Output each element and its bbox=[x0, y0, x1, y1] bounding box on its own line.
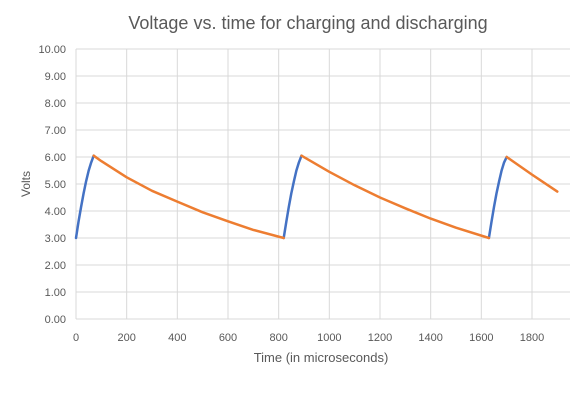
y-tick-label: 0.00 bbox=[45, 314, 66, 326]
series-line-charging bbox=[487, 155, 508, 240]
chart-title: Voltage vs. time for charging and discha… bbox=[128, 13, 487, 33]
y-tick-label: 10.00 bbox=[38, 44, 66, 56]
series-line-charging bbox=[282, 154, 303, 240]
plot-series bbox=[74, 154, 559, 240]
series-line-discharging bbox=[505, 155, 559, 193]
y-tick-label: 3.00 bbox=[45, 233, 66, 245]
x-tick-label: 0 bbox=[73, 332, 79, 344]
series-line-discharging bbox=[92, 154, 285, 240]
x-tick-label: 200 bbox=[117, 332, 135, 344]
y-tick-label: 8.00 bbox=[45, 98, 66, 110]
x-tick-label: 1600 bbox=[469, 332, 493, 344]
y-tick-label: 5.00 bbox=[45, 179, 66, 191]
x-axis-tick-labels: 0 200 400 600 800 1000 1200 1400 1600 1800 bbox=[73, 332, 544, 344]
y-axis-tick-labels: 0.00 1.00 2.00 3.00 4.00 5.00 6.00 7.00 8.00 9.00… bbox=[38, 44, 66, 326]
y-tick-label: 2.00 bbox=[45, 260, 66, 272]
x-tick-label: 1800 bbox=[520, 332, 544, 344]
gridlines bbox=[75, 48, 570, 320]
y-tick-label: 7.00 bbox=[45, 125, 66, 137]
series-line-charging bbox=[74, 154, 95, 240]
x-axis-label: Time (in microseconds) bbox=[254, 350, 389, 365]
x-tick-label: 1000 bbox=[317, 332, 341, 344]
y-axis-label: Volts bbox=[19, 171, 33, 197]
x-tick-label: 600 bbox=[219, 332, 237, 344]
x-tick-label: 800 bbox=[269, 332, 287, 344]
x-tick-label: 400 bbox=[168, 332, 186, 344]
y-tick-label: 4.00 bbox=[45, 206, 66, 218]
y-tick-label: 1.00 bbox=[45, 287, 66, 299]
series-line-discharging bbox=[300, 154, 491, 240]
y-tick-label: 9.00 bbox=[45, 71, 66, 83]
x-tick-label: 1400 bbox=[418, 332, 442, 344]
y-tick-label: 6.00 bbox=[45, 152, 66, 164]
x-tick-label: 1200 bbox=[368, 332, 392, 344]
